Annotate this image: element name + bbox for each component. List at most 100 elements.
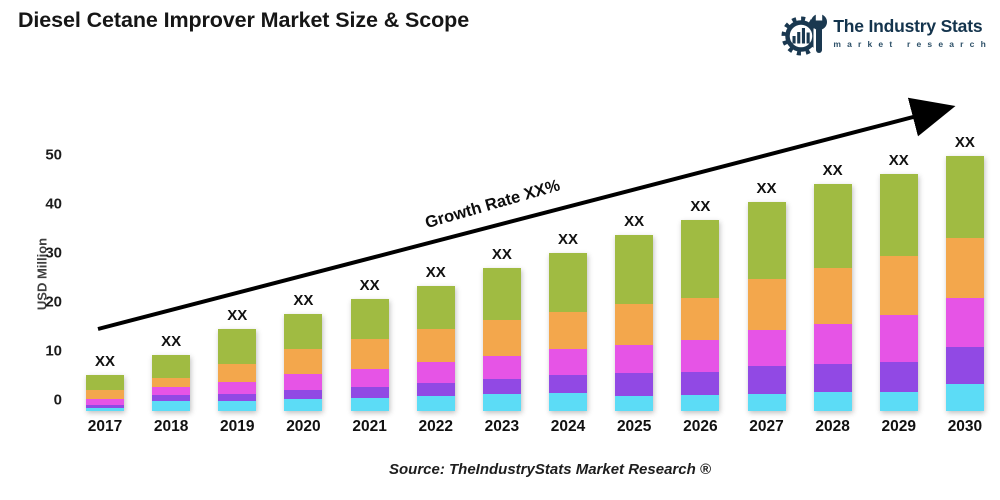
bar-2029-segment-2-purple <box>879 361 918 392</box>
bar-2019-segment-1-cyan <box>218 400 257 411</box>
bar-2027-segment-2-purple <box>747 366 786 394</box>
bar-value-label-2022: XX <box>425 264 446 282</box>
bar-2029-segment-3-magenta <box>879 315 918 362</box>
bar-2020 <box>284 314 323 411</box>
bar-2020-segment-2-purple <box>284 390 323 400</box>
bar-2024 <box>549 252 588 411</box>
bar-2021-segment-5-green <box>350 298 389 340</box>
bar-2030-segment-2-purple <box>945 346 984 384</box>
x-tick-2018: 2018 <box>153 418 189 435</box>
bar-2030-segment-5-green <box>945 156 984 238</box>
bar-2025-segment-5-green <box>615 235 654 305</box>
gear-wrench-barchart-icon <box>781 8 829 63</box>
brand-name: The Industry Stats <box>833 16 983 36</box>
bar-2017-segment-2-purple <box>86 404 124 408</box>
bar-value-label-2019: XX <box>227 307 248 325</box>
bar-2030 <box>945 156 984 411</box>
bar-2025-segment-4-orange <box>615 304 654 346</box>
x-tick-2017: 2017 <box>87 418 123 435</box>
bar-2024-segment-2-purple <box>549 375 588 393</box>
bar-2026-segment-5-green <box>681 219 720 298</box>
source-attribution: Source: TheIndustryStats Market Research… <box>389 461 711 478</box>
y-tick-20: 20 <box>45 293 62 311</box>
x-tick-2030: 2030 <box>947 418 983 435</box>
industry-stats-logo: The Industry Stats market research <box>781 8 992 63</box>
bar-2018-segment-3-magenta <box>152 386 191 395</box>
bar-2026-segment-4-orange <box>681 297 720 340</box>
bar-2022-segment-4-orange <box>416 329 455 363</box>
bar-2025-segment-1-cyan <box>615 395 654 411</box>
brand-tagline: market research <box>833 39 992 50</box>
x-tick-2024: 2024 <box>550 418 586 435</box>
bar-2020-segment-4-orange <box>284 348 323 375</box>
y-tick-50: 50 <box>45 146 62 164</box>
bar-value-label-2025: XX <box>624 213 645 231</box>
bar-2026-segment-2-purple <box>681 372 720 395</box>
bar-2028-segment-5-green <box>813 184 852 268</box>
bar-2023-segment-3-magenta <box>482 355 521 380</box>
bar-2021-segment-4-orange <box>350 339 389 369</box>
bar-2023-segment-2-purple <box>482 379 521 395</box>
y-tick-0: 0 <box>53 391 62 409</box>
bar-2017-segment-5-green <box>86 375 124 390</box>
bar-2021-segment-1-cyan <box>350 397 389 411</box>
bar-2025-segment-3-magenta <box>615 345 654 374</box>
bar-value-label-2023: XX <box>491 246 512 264</box>
bar-2027-segment-3-magenta <box>747 330 786 367</box>
bar-2024-segment-4-orange <box>549 312 588 349</box>
bar-value-label-2028: XX <box>822 162 843 180</box>
x-tick-2022: 2022 <box>418 418 453 435</box>
bar-2019 <box>218 329 257 411</box>
bar-2029 <box>879 173 918 411</box>
bar-2018-segment-5-green <box>152 354 191 379</box>
bar-2021-segment-2-purple <box>350 386 389 398</box>
x-tick-2020: 2020 <box>286 418 321 435</box>
bar-2025-segment-2-purple <box>615 373 654 396</box>
bar-value-label-2030: XX <box>954 134 975 151</box>
bar-2027-segment-1-cyan <box>747 393 786 411</box>
bar-2019-segment-4-orange <box>218 364 257 383</box>
bar-2017-segment-3-magenta <box>86 399 124 405</box>
bar-value-label-2027: XX <box>756 179 777 197</box>
bar-2022-segment-3-magenta <box>416 362 455 383</box>
bar-2026-segment-3-magenta <box>681 339 720 373</box>
bar-2029-segment-4-orange <box>879 256 918 316</box>
bar-2030-segment-1-cyan <box>945 383 984 411</box>
bar-2028-segment-1-cyan <box>813 391 852 411</box>
bar-2020-segment-3-magenta <box>284 374 323 391</box>
x-tick-2026: 2026 <box>683 418 718 435</box>
bar-2022-segment-2-purple <box>416 382 455 397</box>
bar-2022 <box>416 286 455 411</box>
bar-2027 <box>747 201 786 411</box>
bar-2027-segment-4-orange <box>747 279 786 331</box>
bar-value-label-2021: XX <box>359 276 380 294</box>
bar-2023-segment-5-green <box>482 268 521 320</box>
bar-2028-segment-4-orange <box>813 267 852 325</box>
y-tick-10: 10 <box>45 342 62 360</box>
x-tick-2029: 2029 <box>881 418 917 435</box>
bar-2024-segment-1-cyan <box>549 392 588 411</box>
bar-value-label-2026: XX <box>690 197 711 215</box>
bar-2029-segment-5-green <box>879 173 918 257</box>
bar-2023 <box>482 268 521 411</box>
bar-2029-segment-1-cyan <box>879 391 918 411</box>
y-tick-30: 30 <box>45 244 62 262</box>
bar-2026-segment-1-cyan <box>681 394 720 411</box>
growth-rate-annotation: Growth Rate XX% <box>423 176 562 232</box>
bar-2023-segment-4-orange <box>482 319 521 356</box>
bar-value-label-2024: XX <box>558 230 579 248</box>
bar-2024-segment-5-green <box>549 252 588 313</box>
bar-2028-segment-2-purple <box>813 364 852 392</box>
bar-value-label-2017: XX <box>94 353 115 371</box>
bar-2022-segment-5-green <box>416 286 455 330</box>
bar-2018-segment-4-orange <box>152 378 191 387</box>
bar-2027-segment-5-green <box>747 201 786 280</box>
bar-2019-segment-3-magenta <box>218 382 257 394</box>
page-title: Diesel Cetane Improver Market Size & Sco… <box>18 8 470 32</box>
bar-2017 <box>86 375 124 411</box>
bar-2030-segment-4-orange <box>945 237 984 298</box>
bar-2024-segment-3-magenta <box>549 348 588 376</box>
x-tick-2028: 2028 <box>815 418 850 435</box>
x-tick-2027: 2027 <box>749 418 784 435</box>
bar-2019-segment-5-green <box>218 329 257 365</box>
